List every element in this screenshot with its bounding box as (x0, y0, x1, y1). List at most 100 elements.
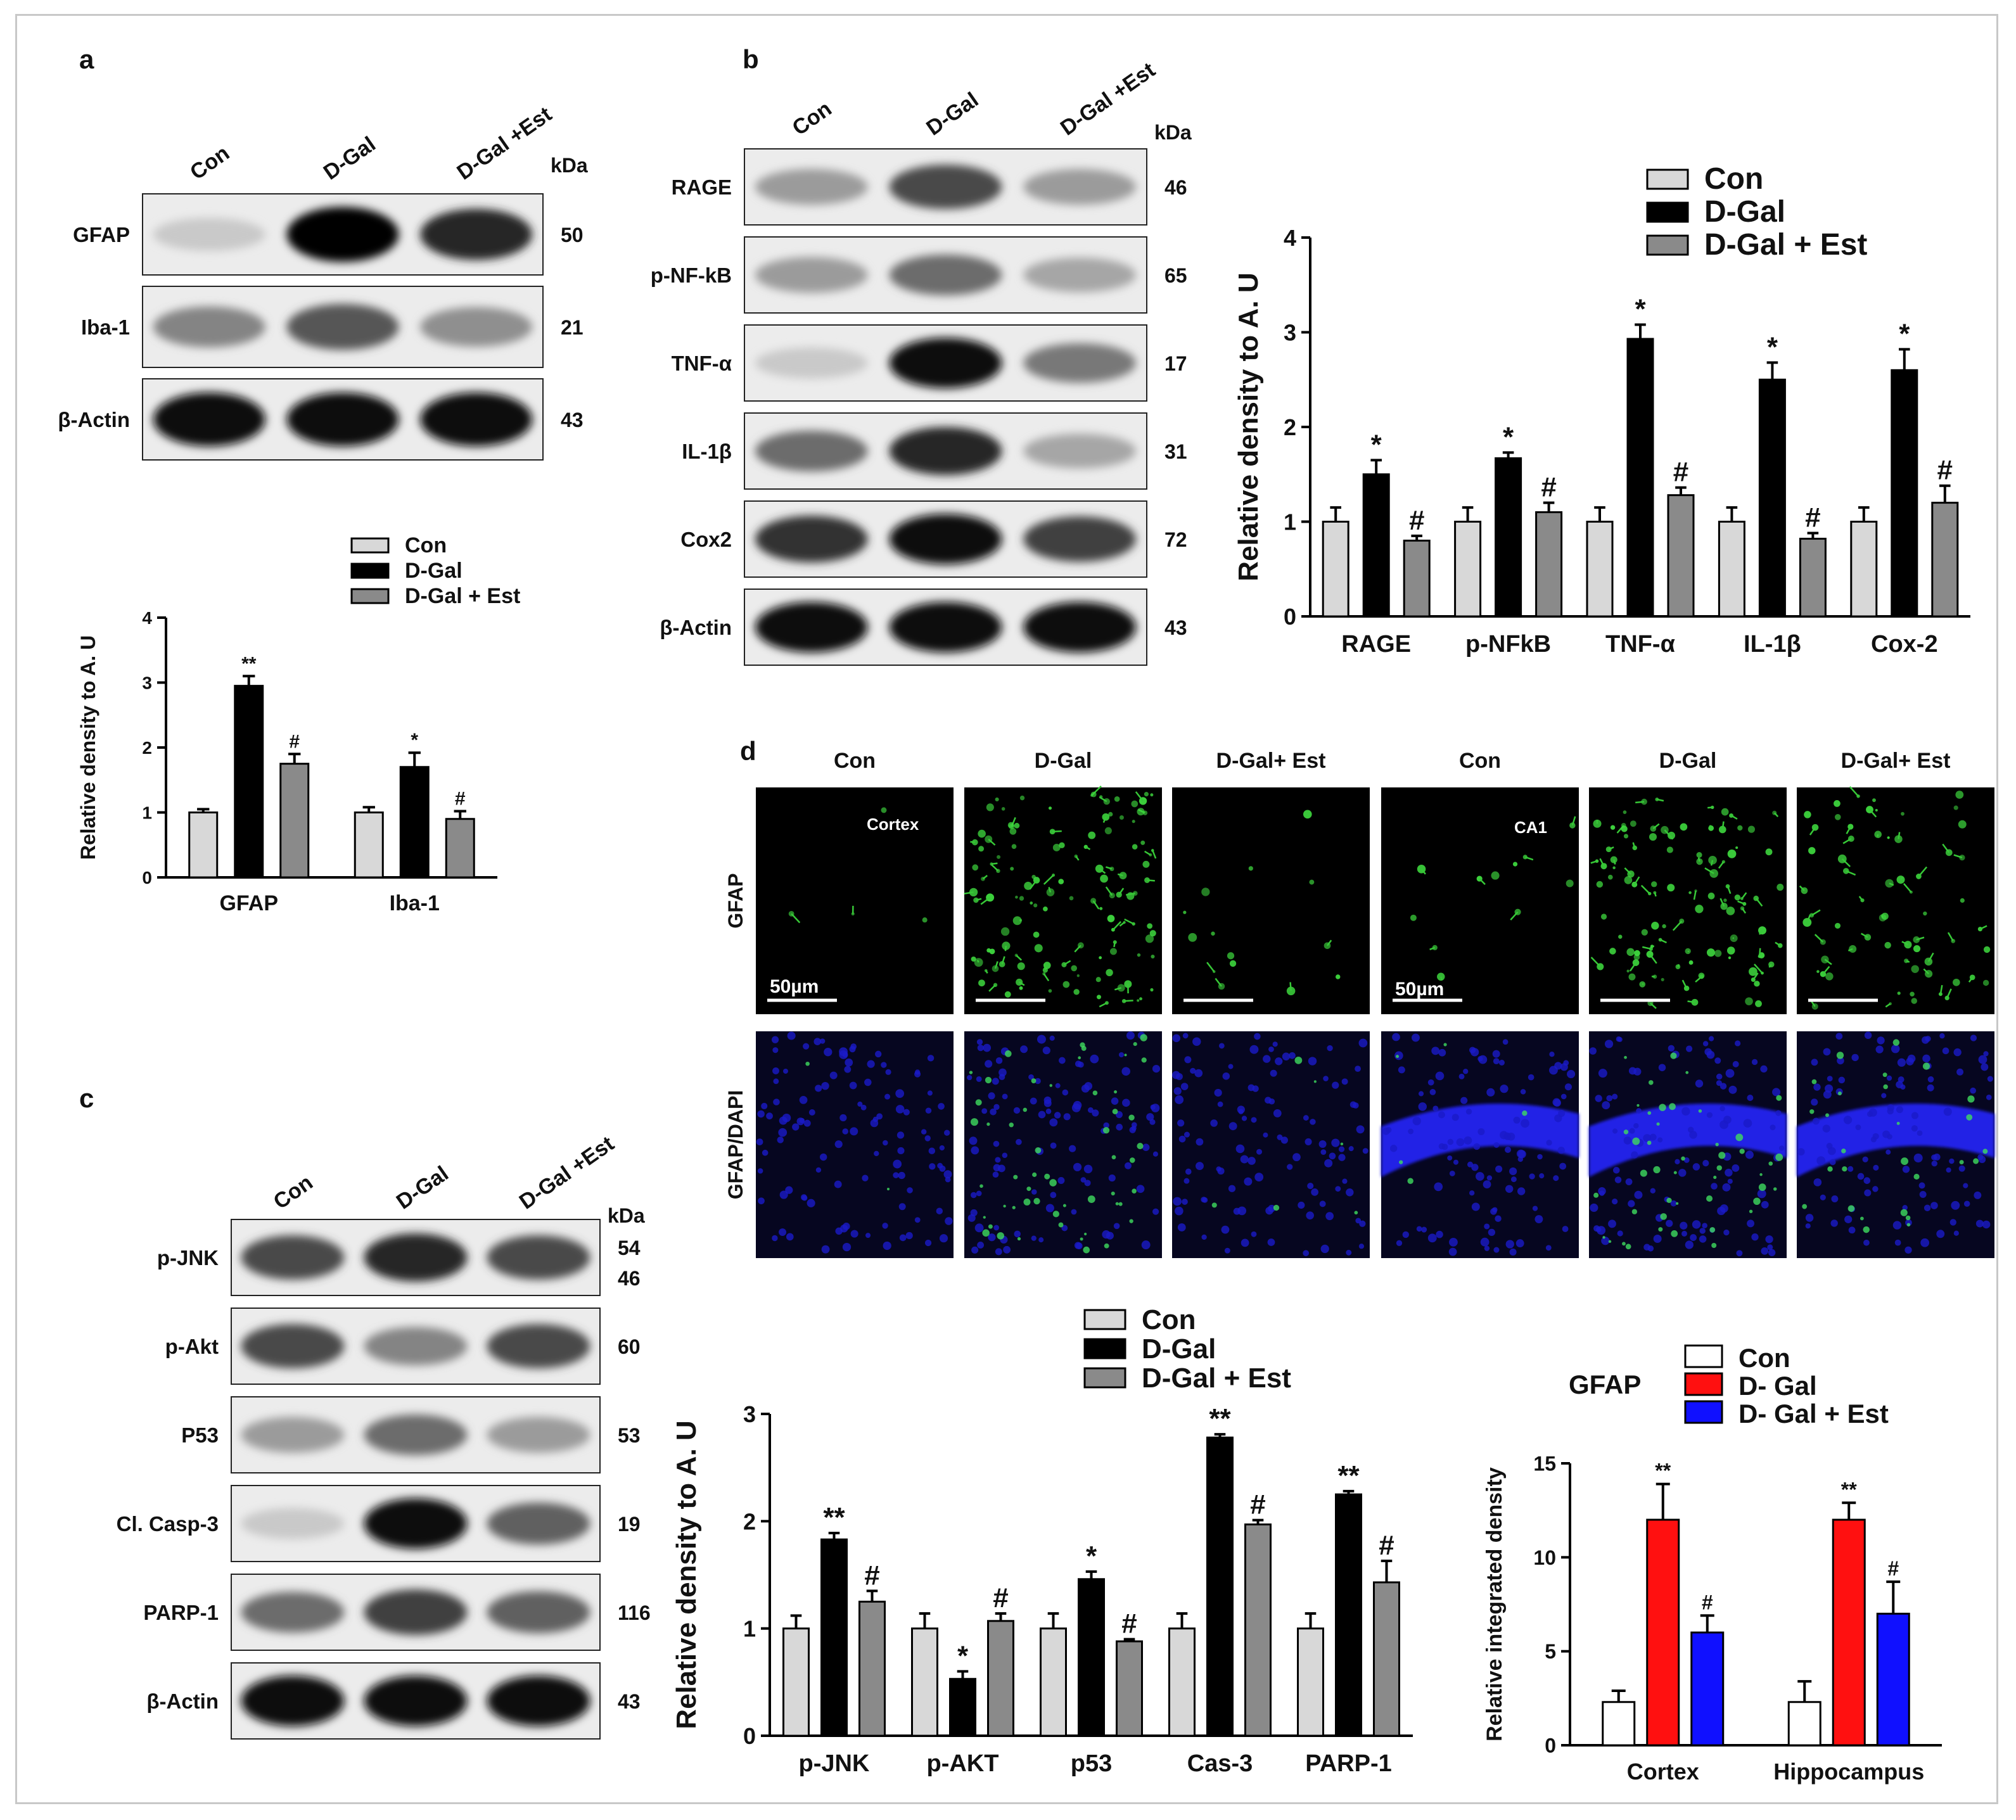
gfap-process (1752, 972, 1759, 981)
dapi-nucleus (898, 1203, 906, 1211)
gfap-dapi-image (756, 1031, 954, 1258)
column-header: Con (1459, 749, 1501, 773)
bar-d-gal-est (1667, 494, 1695, 618)
blot-band (1023, 516, 1137, 562)
blot-band (1023, 602, 1137, 652)
blot-band (889, 514, 1002, 564)
dapi-nucleus (1263, 1132, 1268, 1138)
dapi-nucleus (1311, 1188, 1318, 1196)
gfap-signal (1628, 973, 1636, 981)
gfap-signal (1019, 795, 1025, 801)
kda-value: 19 (618, 1513, 641, 1536)
gfap-overlay-signal (1711, 1243, 1717, 1249)
dapi-nucleus (803, 1043, 810, 1050)
gfap-process (1649, 953, 1657, 964)
dapi-nucleus (1303, 1115, 1309, 1121)
gfap-signal (1132, 844, 1138, 850)
dapi-nucleus (1612, 1093, 1618, 1100)
gfap-process (1726, 886, 1732, 894)
dapi-nucleus (1080, 1177, 1087, 1183)
gfap-overlay-signal (1017, 1237, 1021, 1241)
dapi-nucleus (1894, 1239, 1901, 1246)
blot-band (241, 1591, 345, 1633)
gfap-overlay-signal (1768, 1161, 1773, 1166)
dapi-nucleus (1898, 1076, 1904, 1083)
dapi-nucleus (1560, 1093, 1567, 1100)
dapi-nucleus (1398, 1066, 1405, 1074)
gfap-overlay-signal (1758, 1183, 1766, 1191)
dapi-nucleus (895, 1089, 905, 1098)
legend-label: D-Gal (405, 559, 463, 583)
gfap-signal (986, 803, 994, 811)
gfap-signal (1150, 988, 1154, 992)
dapi-nucleus (1643, 1134, 1651, 1142)
column-header: D-Gal (1035, 749, 1092, 773)
gfap-overlay-signal (1104, 1243, 1109, 1249)
blot-band (420, 392, 533, 447)
gfap-signal (1960, 898, 1965, 903)
gfap-overlay-signal (1033, 1197, 1040, 1205)
dapi-nucleus (1495, 1215, 1502, 1222)
dapi-nucleus (937, 1162, 943, 1169)
pyramidal-layer (1381, 1104, 1579, 1177)
dapi-nucleus (1847, 1166, 1854, 1172)
dapi-nucleus (929, 1163, 936, 1170)
gfap-signal (1834, 922, 1841, 929)
bar-con (1297, 1627, 1324, 1737)
dapi-nucleus (1606, 1095, 1613, 1102)
gfap-process (991, 863, 999, 872)
significance-mark: ** (241, 653, 257, 674)
dapi-nucleus (1872, 1186, 1879, 1192)
dapi-nucleus (1863, 1177, 1871, 1184)
dapi-nucleus (862, 1174, 869, 1181)
dapi-nucleus (1517, 1156, 1524, 1162)
blot-band (487, 1416, 590, 1453)
gfap-overlay-signal (1716, 1165, 1722, 1171)
gfap-signal (1749, 967, 1758, 976)
gfap-image (756, 787, 954, 1014)
dapi-nucleus (1751, 1233, 1759, 1241)
gfap-overlay-signal (1647, 1111, 1652, 1115)
gfap-signal (1073, 989, 1080, 995)
gfap-image (1381, 787, 1579, 1014)
dapi-nucleus (1887, 1107, 1894, 1115)
gfap-process (1075, 855, 1080, 861)
dapi-nucleus (1595, 1095, 1602, 1102)
blot-band (153, 392, 265, 447)
bar-d-gal-est (1876, 1612, 1910, 1747)
significance-mark: * (1503, 421, 1514, 452)
dapi-nucleus (1831, 1195, 1839, 1202)
dapi-nucleus (785, 1186, 793, 1194)
dapi-nucleus (786, 1233, 794, 1241)
gfap-signal (1897, 991, 1901, 995)
lane-label: Con (788, 97, 836, 141)
dapi-nucleus (782, 1068, 788, 1074)
dapi-nucleus (1560, 1063, 1568, 1071)
blot-band (487, 1235, 590, 1280)
dapi-nucleus (1716, 1073, 1723, 1080)
gfap-signal (1887, 836, 1890, 839)
dapi-nucleus (757, 1168, 763, 1174)
gfap-overlay-signal (1608, 1240, 1612, 1244)
dapi-nucleus (1805, 1214, 1814, 1222)
gfap-signal (1623, 810, 1627, 814)
dapi-nucleus (1037, 1034, 1046, 1044)
gfap-signal (1695, 905, 1704, 913)
dapi-nucleus (1071, 1209, 1077, 1215)
gfap-overlay-signal (969, 1071, 973, 1074)
gfap-signal (1680, 823, 1688, 831)
dapi-nucleus (1305, 1138, 1312, 1145)
gfap-signal (1651, 881, 1657, 888)
dapi-nucleus (1125, 1162, 1132, 1169)
gfap-overlay-signal (1809, 1109, 1815, 1114)
dapi-nucleus (1074, 1242, 1081, 1249)
dapi-nucleus (1612, 1128, 1618, 1134)
gfap-signal (1747, 825, 1755, 833)
dapi-nucleus (813, 1038, 822, 1046)
kda-value: 116 (618, 1601, 651, 1624)
dapi-nucleus (1196, 1138, 1204, 1146)
protein-label: β-Actin (660, 616, 732, 639)
dapi-nucleus (1612, 1199, 1618, 1205)
column-header: D-Gal+ Est (1216, 749, 1326, 773)
dapi-nucleus (893, 1172, 899, 1178)
